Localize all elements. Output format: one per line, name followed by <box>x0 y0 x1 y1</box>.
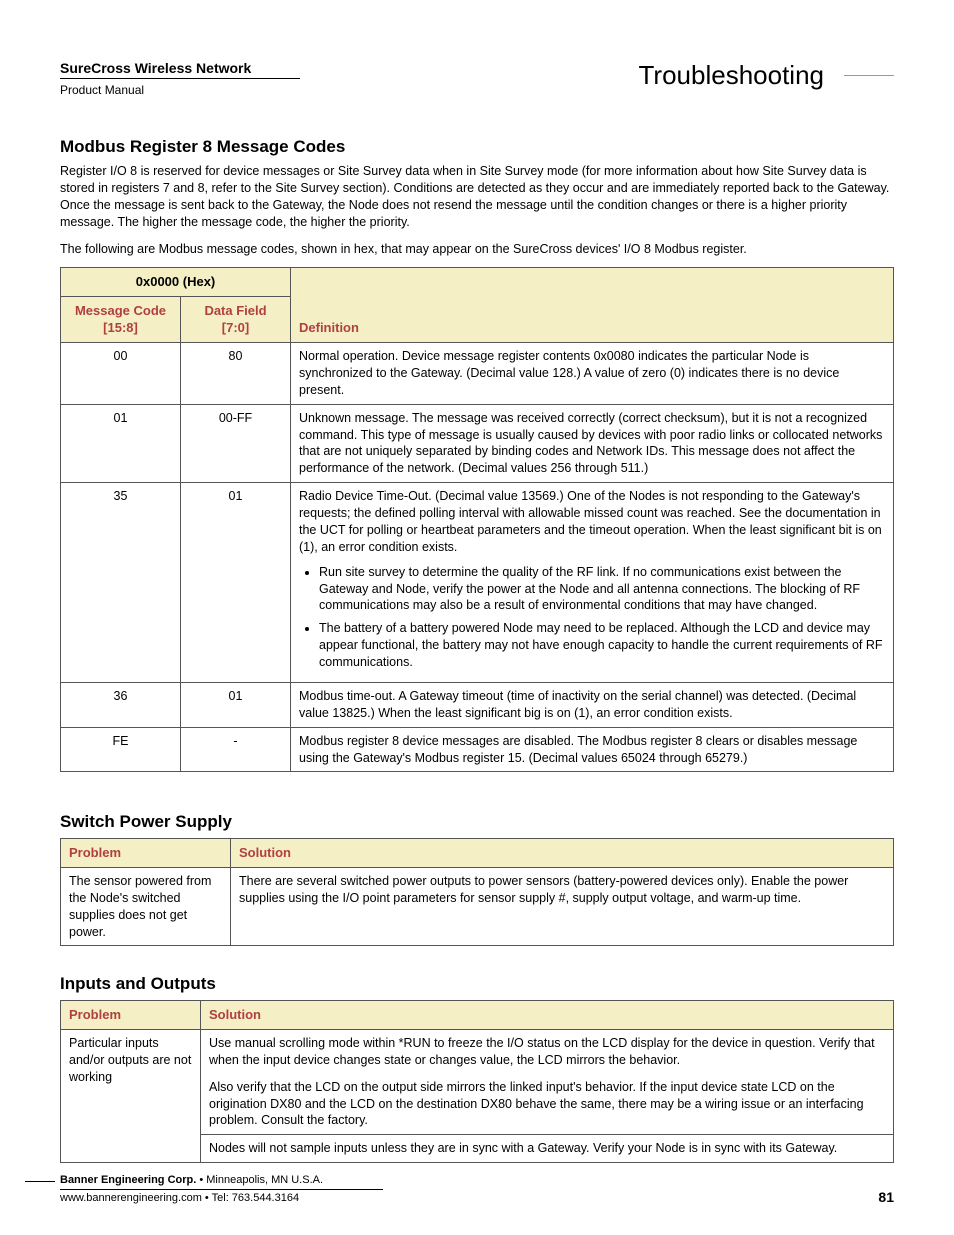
footer-contact: www.bannerengineering.com • Tel: 763.544… <box>60 1192 299 1204</box>
definition-text: Radio Device Time-Out. (Decimal value 13… <box>299 489 882 554</box>
table-row: 01 00-FF Unknown message. The message wa… <box>61 404 894 483</box>
header-left: SureCross Wireless Network Product Manua… <box>60 60 639 97</box>
modbus-super-header: 0x0000 (Hex) <box>61 268 291 297</box>
data-field: 01 <box>181 483 291 683</box>
modbus-col1-header: Message Code [15:8] <box>61 296 181 342</box>
definition: Unknown message. The message was receive… <box>291 404 894 483</box>
modbus-table: 0x0000 (Hex) Definition Message Code [15… <box>60 267 894 772</box>
msg-code: 35 <box>61 483 181 683</box>
switch-power-table: Problem Solution The sensor powered from… <box>60 838 894 946</box>
section1-para2: The following are Modbus message codes, … <box>60 241 894 258</box>
problem-cell: Particular inputs and/or outputs are not… <box>61 1029 201 1162</box>
sps-col1-header: Problem <box>69 845 121 860</box>
data-field: 00-FF <box>181 404 291 483</box>
table-row: 35 01 Radio Device Time-Out. (Decimal va… <box>61 483 894 683</box>
bullet: Run site survey to determine the quality… <box>319 564 885 615</box>
section3-heading: Inputs and Outputs <box>60 974 894 994</box>
msg-code: FE <box>61 727 181 772</box>
footer-left: Banner Engineering Corp. • Minneapolis, … <box>60 1173 383 1205</box>
table-row: FE - Modbus register 8 device messages a… <box>61 727 894 772</box>
msg-code: 36 <box>61 682 181 727</box>
bullet: The battery of a battery powered Node ma… <box>319 620 885 671</box>
solution-cell: Use manual scrolling mode within *RUN to… <box>201 1029 894 1134</box>
solution-cell: Nodes will not sample inputs unless they… <box>201 1135 894 1163</box>
header-right: Troubleshooting <box>639 60 895 91</box>
solution-p2: Also verify that the LCD on the output s… <box>209 1079 885 1130</box>
io-col1-header: Problem <box>69 1007 121 1022</box>
page-footer: Banner Engineering Corp. • Minneapolis, … <box>60 1173 894 1205</box>
product-manual: Product Manual <box>60 83 639 97</box>
solution-p1: Use manual scrolling mode within *RUN to… <box>209 1035 885 1069</box>
definition-bullets: Run site survey to determine the quality… <box>319 564 885 671</box>
footer-company: Banner Engineering Corp. <box>60 1174 196 1186</box>
page-title: Troubleshooting <box>639 60 825 91</box>
definition: Normal operation. Device message registe… <box>291 343 894 405</box>
table-row: The sensor powered from the Node's switc… <box>61 867 894 946</box>
problem-cell: The sensor powered from the Node's switc… <box>61 867 231 946</box>
definition: Radio Device Time-Out. (Decimal value 13… <box>291 483 894 683</box>
io-table: Problem Solution Particular inputs and/o… <box>60 1000 894 1163</box>
section2-heading: Switch Power Supply <box>60 812 894 832</box>
io-col2-header: Solution <box>209 1007 261 1022</box>
data-field: 80 <box>181 343 291 405</box>
solution-cell: There are several switched power outputs… <box>231 867 894 946</box>
section1-heading: Modbus Register 8 Message Codes <box>60 137 894 157</box>
data-field: - <box>181 727 291 772</box>
section1-para1: Register I/O 8 is reserved for device me… <box>60 163 894 231</box>
modbus-col2-header: Data Field [7:0] <box>181 296 291 342</box>
title-rule <box>844 75 894 76</box>
definition: Modbus register 8 device messages are di… <box>291 727 894 772</box>
product-line: SureCross Wireless Network <box>60 60 300 79</box>
data-field: 01 <box>181 682 291 727</box>
page-number: 81 <box>878 1189 894 1205</box>
msg-code: 00 <box>61 343 181 405</box>
msg-code: 01 <box>61 404 181 483</box>
sps-col2-header: Solution <box>239 845 291 860</box>
modbus-col3-header: Definition <box>291 268 894 343</box>
page-header: SureCross Wireless Network Product Manua… <box>60 60 894 97</box>
definition: Modbus time-out. A Gateway timeout (time… <box>291 682 894 727</box>
footer-location: • Minneapolis, MN U.S.A. <box>196 1174 323 1186</box>
table-row: 00 80 Normal operation. Device message r… <box>61 343 894 405</box>
footer-company-line: Banner Engineering Corp. • Minneapolis, … <box>60 1173 383 1189</box>
table-row: 36 01 Modbus time-out. A Gateway timeout… <box>61 682 894 727</box>
table-row: Particular inputs and/or outputs are not… <box>61 1029 894 1134</box>
